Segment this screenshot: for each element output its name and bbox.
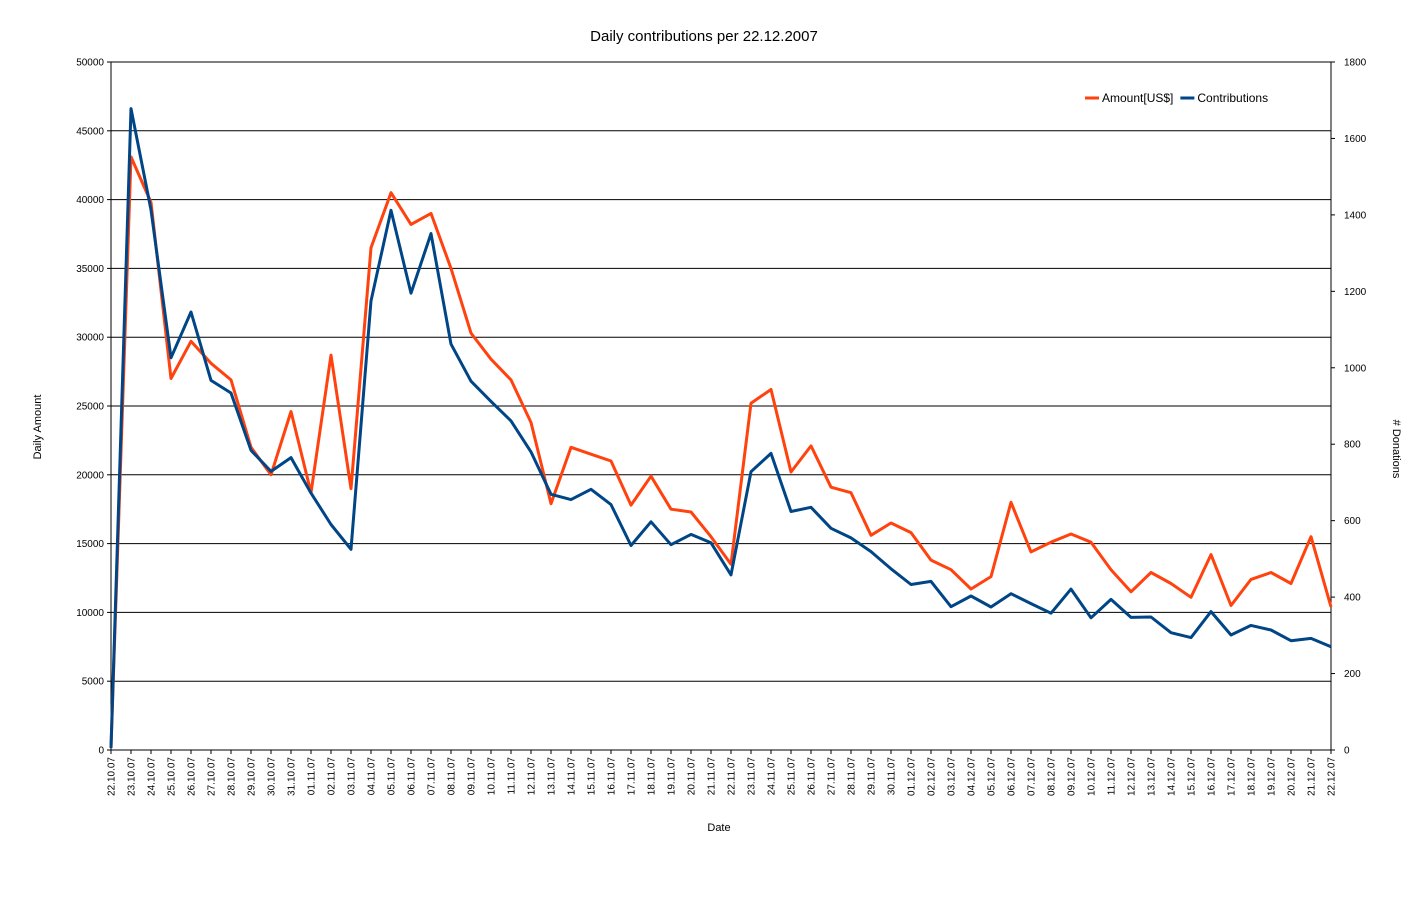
x-tick-label: 26.11.07 (807, 757, 818, 796)
legend-label: Contributions (1197, 91, 1268, 105)
x-tick-label: 08.12.07 (1047, 757, 1058, 796)
x-tick-label: 22.10.07 (107, 757, 118, 796)
x-tick-label: 29.11.07 (867, 757, 878, 796)
x-tick-label: 02.12.07 (927, 757, 938, 796)
left-axis-ticks: 0 5000 10000 15000 20000 25000 30000 35000 40000… (76, 58, 111, 757)
right-tick-label: 1000 (1344, 363, 1367, 374)
x-axis-ticks: 22.10.07 23.10.07 24.10.07 25.10.07 26.10.07… (107, 750, 1338, 796)
x-tick-label: 15.12.07 (1187, 757, 1198, 796)
y2-axis-label: # Donations (1390, 420, 1402, 479)
left-tick-label: 30000 (76, 333, 104, 344)
x-tick-label: 01.11.07 (307, 757, 318, 796)
legend: Amount[US$] Contributions (1085, 91, 1268, 105)
x-tick-label: 04.12.07 (967, 757, 978, 796)
x-tick-label: 18.11.07 (647, 757, 658, 796)
x-tick-label: 20.12.07 (1287, 757, 1298, 796)
x-tick-label: 28.11.07 (847, 757, 858, 796)
x-tick-label: 24.10.07 (147, 757, 158, 796)
x-tick-label: 12.12.07 (1127, 757, 1138, 796)
x-tick-label: 11.11.07 (507, 757, 518, 795)
y-axis-label: Daily Amount (32, 395, 44, 460)
x-tick-label: 25.11.07 (787, 757, 798, 796)
x-tick-label: 07.11.07 (427, 757, 438, 796)
left-tick-label: 35000 (76, 264, 104, 275)
x-tick-label: 23.11.07 (747, 757, 758, 796)
left-tick-label: 45000 (76, 126, 104, 137)
x-tick-label: 29.10.07 (247, 757, 258, 796)
x-tick-label: 03.11.07 (347, 757, 358, 796)
x-tick-label: 17.11.07 (627, 757, 638, 796)
series-line-0 (109, 155, 1333, 748)
x-tick-label: 11.12.07 (1107, 757, 1118, 796)
x-tick-label: 02.11.07 (327, 757, 338, 796)
right-axis-ticks: 0 200 400 600 800 1000 1200 1400 1600 1800 (1331, 58, 1367, 757)
x-tick-label: 31.10.07 (287, 757, 298, 796)
x-tick-label: 16.11.07 (607, 757, 618, 796)
right-tick-label: 1200 (1344, 287, 1367, 298)
x-tick-label: 28.10.07 (227, 757, 238, 796)
right-tick-label: 400 (1344, 593, 1361, 604)
chart-title: Daily contributions per 22.12.2007 (590, 28, 818, 45)
x-tick-label: 27.11.07 (827, 757, 838, 796)
right-tick-label: 600 (1344, 516, 1361, 527)
x-tick-label: 22.11.07 (727, 757, 738, 796)
left-tick-label: 50000 (76, 58, 104, 69)
x-tick-label: 17.12.07 (1227, 757, 1238, 796)
right-tick-label: 1400 (1344, 210, 1367, 221)
x-tick-label: 27.10.07 (207, 757, 218, 796)
x-tick-label: 21.11.07 (707, 757, 718, 796)
x-tick-label: 07.12.07 (1027, 757, 1038, 796)
x-tick-label: 18.12.07 (1247, 757, 1258, 796)
x-tick-label: 30.10.07 (267, 757, 278, 796)
x-tick-label: 26.10.07 (187, 757, 198, 796)
x-tick-label: 19.12.07 (1267, 757, 1278, 796)
left-tick-label: 10000 (76, 608, 104, 619)
right-tick-label: 200 (1344, 669, 1361, 680)
x-tick-label: 22.12.07 (1327, 757, 1338, 796)
series-line-1 (109, 107, 1332, 749)
x-tick-label: 01.12.07 (907, 757, 918, 796)
x-tick-label: 06.11.07 (407, 757, 418, 796)
x-tick-label: 20.11.07 (687, 757, 698, 796)
x-tick-label: 05.12.07 (987, 757, 998, 796)
left-tick-label: 15000 (76, 539, 104, 550)
x-tick-label: 06.12.07 (1007, 757, 1018, 796)
left-tick-label: 25000 (76, 402, 104, 413)
x-tick-label: 04.11.07 (367, 757, 378, 796)
x-tick-label: 19.11.07 (667, 757, 678, 796)
left-tick-label: 40000 (76, 195, 104, 206)
x-tick-label: 23.10.07 (127, 757, 138, 796)
grid-lines (110, 61, 1332, 751)
x-tick-label: 14.11.07 (567, 757, 578, 796)
x-tick-label: 12.11.07 (527, 757, 538, 796)
x-tick-label: 10.12.07 (1087, 757, 1098, 796)
right-tick-label: 0 (1344, 746, 1350, 757)
right-tick-label: 1800 (1344, 58, 1367, 69)
x-tick-label: 25.10.07 (167, 757, 178, 796)
x-tick-label: 09.12.07 (1067, 757, 1078, 796)
x-tick-label: 13.12.07 (1147, 757, 1158, 796)
x-tick-label: 21.12.07 (1307, 757, 1318, 796)
x-tick-label: 14.12.07 (1167, 757, 1178, 796)
x-tick-label: 03.12.07 (947, 757, 958, 796)
legend-label: Amount[US$] (1102, 91, 1173, 105)
x-tick-label: 15.11.07 (587, 757, 598, 796)
left-tick-label: 0 (98, 746, 104, 757)
x-tick-label: 08.11.07 (447, 757, 458, 796)
x-tick-label: 30.11.07 (887, 757, 898, 796)
left-tick-label: 20000 (76, 470, 104, 481)
x-tick-label: 13.11.07 (547, 757, 558, 796)
x-tick-label: 24.11.07 (767, 757, 778, 796)
x-tick-label: 05.11.07 (387, 757, 398, 796)
series-lines (109, 107, 1333, 749)
right-tick-label: 1600 (1344, 134, 1367, 145)
x-tick-label: 10.11.07 (487, 757, 498, 796)
x-tick-label: 16.12.07 (1207, 757, 1218, 796)
right-tick-label: 800 (1344, 440, 1361, 451)
x-axis-label: Date (707, 822, 730, 834)
left-tick-label: 5000 (82, 677, 105, 688)
x-tick-label: 09.11.07 (467, 757, 478, 796)
